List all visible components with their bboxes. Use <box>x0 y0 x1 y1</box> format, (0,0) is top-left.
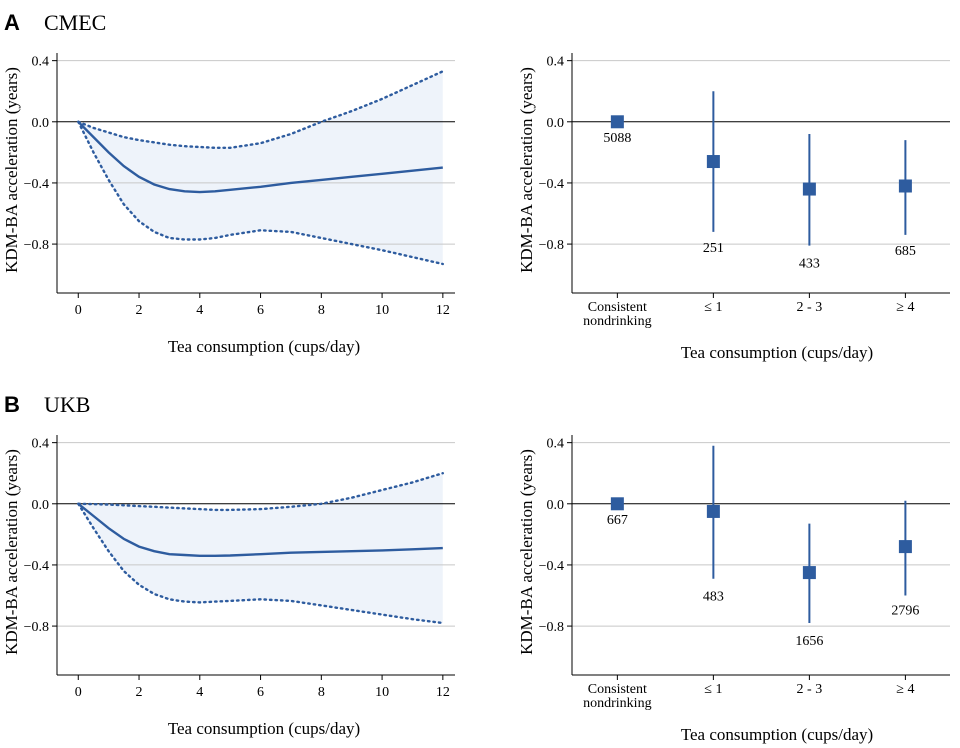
panel-a-spline-upper-ci-line <box>77 70 444 149</box>
panel-b-category-xtick-label-line: ≥ 4 <box>896 682 914 697</box>
panel-a-category-ytick-label: −0.4 <box>539 177 564 192</box>
panel-a-category-ylabel: KDM-BA acceleration (years) <box>517 67 536 273</box>
panel-a-spline-xtick-label: 4 <box>196 303 203 318</box>
panel-b-category-count-label: 1656 <box>795 634 823 649</box>
panel-a-spline-xlabel: Tea consumption (cups/day) <box>168 337 360 356</box>
panel-b-spline-ylabel: KDM-BA acceleration (years) <box>2 449 21 655</box>
panel-a-spline-estimate-line <box>77 120 443 194</box>
panel-a-category-xtick-label: 2 - 3 <box>797 300 823 315</box>
panel-b-category-point <box>802 566 816 580</box>
panel-b-category-xtick-label-line: ≤ 1 <box>704 682 722 697</box>
panel-b-category-xtick-label-line: nondrinking <box>583 696 651 711</box>
panel-a-category-xtick-label: Consistent nondrinking <box>583 300 651 329</box>
panel-b-category-point <box>898 540 912 554</box>
panel-a-spline-xtick-label: 10 <box>375 303 389 318</box>
panel-a-category-ytick-label: 0.4 <box>547 55 565 70</box>
panel-b-category-xtick-label: ≥ 4 <box>896 682 914 697</box>
panel-a-category-xtick-label-line: nondrinking <box>583 314 651 329</box>
panel-b-spline-xtick-label: 2 <box>136 685 143 700</box>
panel-a-category-ytick-label: 0.0 <box>547 116 565 131</box>
panel-b-category-ytick-label: 0.4 <box>547 437 565 452</box>
panel-b-category-xtick-label: 2 - 3 <box>797 682 823 697</box>
panel-a-spline-ylabel: KDM-BA acceleration (years) <box>2 67 21 273</box>
panel-a-category-xlabel: Tea consumption (cups/day) <box>681 343 873 362</box>
panel-a-category-ytick-label: −0.8 <box>539 238 564 253</box>
panel-b-category-count-label: 667 <box>607 513 628 528</box>
panel-b-spline-xtick-label: 6 <box>257 685 264 700</box>
panel-b-category-point <box>610 497 624 511</box>
panel-b-spline-lower-ci-line <box>77 502 444 625</box>
panel-b-category-point <box>706 504 720 518</box>
panel-b-spline-xtick-label: 0 <box>75 685 82 700</box>
panel-b-letter: B <box>4 392 20 417</box>
panel-b-name: UKB <box>44 392 90 417</box>
panel-b-spline-estimate-line <box>77 502 443 557</box>
panel-b-category-ytick-label: −0.4 <box>539 559 564 574</box>
panel-a-category-point <box>802 182 816 196</box>
panel-a-spline-ytick-label: −0.4 <box>24 177 49 192</box>
panel-a-category-count-label: 251 <box>703 241 724 256</box>
panel-a-category-xtick-label-line: ≤ 1 <box>704 300 722 315</box>
panel-a-spline-xtick-label: 8 <box>318 303 325 318</box>
panel-a-spline-ci-band <box>78 71 443 264</box>
panel-a-spline-xtick-label: 0 <box>75 303 82 318</box>
panel-a-category-point <box>898 179 912 193</box>
panel-b-spline-ytick-label: 0.4 <box>32 437 50 452</box>
panel-b-spline-xtick-label: 10 <box>375 685 389 700</box>
panel-a-spline-ytick-label: 0.0 <box>32 116 50 131</box>
panel-a-category-count-label: 685 <box>895 244 916 259</box>
panel-b-category-xtick-label: ≤ 1 <box>704 682 722 697</box>
panel-a-spline-ytick-label: −0.8 <box>24 238 49 253</box>
panel-a-category-xtick-label: ≥ 4 <box>896 300 914 315</box>
panel-b-category-ytick-label: −0.8 <box>539 620 564 635</box>
panel-a-letter: A <box>4 10 20 35</box>
panel-a-category-xtick-label-line: 2 - 3 <box>797 300 823 315</box>
panel-b-spline-ci-band <box>78 473 443 623</box>
panel-b-category-ylabel: KDM-BA acceleration (years) <box>517 449 536 655</box>
panel-b-category-ytick-label: 0.0 <box>547 498 565 513</box>
panel-a-category-point <box>610 115 624 129</box>
panel-b-spline-ytick-label: 0.0 <box>32 498 50 513</box>
panel-a-spline-lower-ci-line <box>77 120 444 266</box>
panel-b-spline-ytick-label: −0.4 <box>24 559 49 574</box>
panel-a-category-point <box>706 155 720 169</box>
panel-b-category-count-label: 2796 <box>891 603 919 618</box>
panel-a-category-xtick-label-line: Consistent <box>588 300 647 315</box>
panel-a-spline-xtick-label: 2 <box>136 303 143 318</box>
panel-a-spline-ytick-label: 0.4 <box>32 55 50 70</box>
panel-a-spline-xtick-label: 6 <box>257 303 264 318</box>
panel-a-category-count-label: 5088 <box>603 131 631 146</box>
panel-a-category-xtick-label: ≤ 1 <box>704 300 722 315</box>
panel-b-spline-xtick-label: 12 <box>436 685 450 700</box>
panel-a-name: CMEC <box>44 10 106 35</box>
panel-b-spline-xtick-label: 4 <box>196 685 203 700</box>
panel-b-category-xtick-label-line: Consistent <box>588 682 647 697</box>
panel-a-category-count-label: 433 <box>799 256 820 271</box>
panel-a-category-xtick-label-line: ≥ 4 <box>896 300 914 315</box>
panel-b-category-xtick-label: Consistent nondrinking <box>583 682 651 711</box>
panel-b-spline-xlabel: Tea consumption (cups/day) <box>168 719 360 738</box>
panel-b-category-xlabel: Tea consumption (cups/day) <box>681 725 873 744</box>
panel-a-spline-xtick-label: 12 <box>436 303 450 318</box>
panel-b-category-count-label: 483 <box>703 590 724 605</box>
panel-b-category-xtick-label-line: 2 - 3 <box>797 682 823 697</box>
panel-b-spline-ytick-label: −0.8 <box>24 620 49 635</box>
panel-b-spline-upper-ci-line <box>77 472 444 512</box>
panel-b-spline-xtick-label: 8 <box>318 685 325 700</box>
